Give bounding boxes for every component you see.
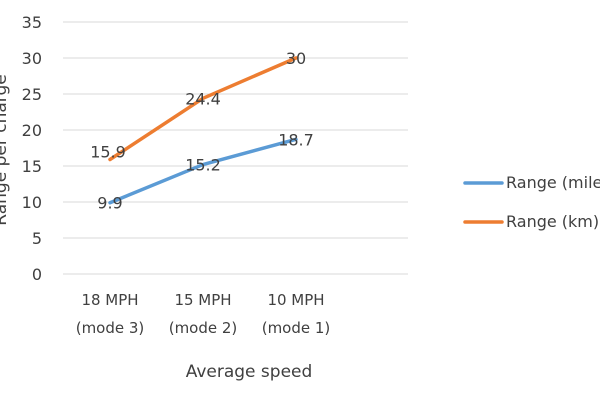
data-label: 18.7: [278, 130, 314, 149]
x-tick-label: (mode 3): [76, 319, 145, 337]
legend-label: Range (km): [506, 212, 599, 231]
y-tick-label: 25: [22, 85, 42, 104]
data-label: 15.2: [185, 156, 221, 175]
series-line: [108, 56, 298, 162]
y-tick-label: 35: [22, 13, 42, 32]
x-tick-label: (mode 2): [169, 319, 238, 337]
y-tick-label: 30: [22, 49, 42, 68]
y-tick-label: 20: [22, 121, 42, 140]
y-tick-label: 5: [32, 229, 42, 248]
x-tick-label: 15 MPH: [174, 291, 231, 309]
y-tick-label: 0: [32, 265, 42, 284]
y-tick-label: 15: [22, 157, 42, 176]
series-line: [108, 137, 298, 205]
legend-label: Range (miles): [506, 173, 600, 192]
y-axis-label: Range per charge: [0, 74, 11, 225]
x-axis-label: Average speed: [186, 362, 313, 382]
x-tick-label: 18 MPH: [81, 291, 138, 309]
x-tick-label: 10 MPH: [267, 291, 324, 309]
y-tick-label: 10: [22, 193, 42, 212]
data-label: 24.4: [185, 89, 221, 108]
data-label: 15.9: [90, 143, 126, 162]
data-label: 9.9: [97, 194, 122, 213]
x-tick-label: (mode 1): [262, 319, 331, 337]
data-label: 30: [286, 49, 306, 68]
